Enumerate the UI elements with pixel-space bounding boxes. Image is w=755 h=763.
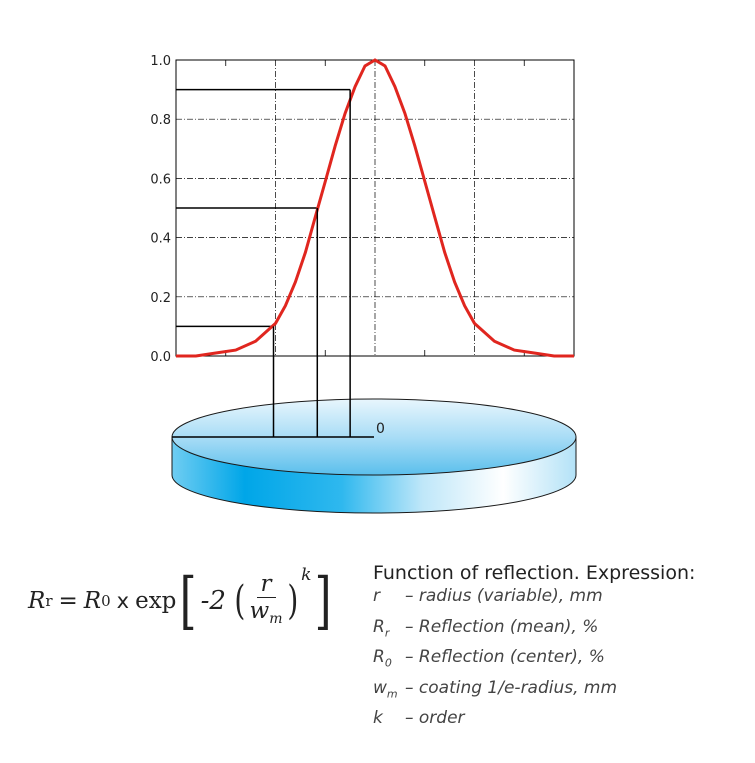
legend-symbol: k	[373, 708, 405, 730]
y-tick-label: 0.2	[150, 291, 171, 306]
reflection-profile-figure: 0.0 0.2 0.4 0.6 0.8 1.0 0	[150, 54, 577, 514]
reflection-curve	[176, 58, 574, 358]
legend-symbol-main: w	[373, 677, 387, 698]
formula-r0: R	[83, 588, 102, 614]
y-tick-label: 0.0	[150, 350, 171, 365]
formula-left-paren: (	[234, 578, 246, 624]
y-tick-label: 0.6	[150, 172, 171, 187]
legend-symbol-sub: m	[386, 686, 398, 700]
formula-power: k	[301, 565, 312, 585]
formula-den-sub: m	[269, 610, 283, 627]
legend-description: – Reflection (center), %	[405, 647, 605, 667]
legend-row: wm – coating 1/e-radius, mm	[373, 678, 743, 709]
formula-lhs-sub: r	[45, 592, 53, 610]
formula-denominator: wm	[250, 598, 283, 632]
legend-symbol-main: R	[373, 616, 385, 637]
legend-row: k – order	[373, 708, 743, 739]
mirror-disk: 0	[171, 398, 577, 514]
formula-left-bracket: [	[180, 564, 197, 637]
radius-drop-lines	[272, 89, 351, 437]
legend-symbol-sub: r	[384, 625, 390, 639]
formula-numerator: r	[256, 571, 276, 598]
legend-description: – coating 1/e-radius, mm	[405, 677, 618, 698]
legend-row: r – radius (variable), mm	[373, 586, 743, 617]
guide-lines	[176, 88, 351, 328]
plot-area: 0.0 0.2 0.4 0.6 0.8 1.0	[150, 54, 575, 365]
formula-r0-sub: 0	[101, 592, 111, 610]
y-axis-ticks: 0.0 0.2 0.4 0.6 0.8 1.0	[150, 54, 171, 365]
legend-symbol: wm	[373, 678, 405, 700]
formula-lhs: R	[28, 588, 46, 614]
legend-symbol: R0	[373, 647, 405, 669]
formula-exp: exp	[135, 588, 177, 614]
y-tick-label: 0.8	[150, 113, 171, 128]
formula-minus-two: -2	[200, 586, 226, 616]
center-label: 0	[376, 421, 385, 437]
formula-times: x	[116, 589, 130, 613]
legend-symbol: r	[373, 586, 405, 608]
legend-description: – Reflection (mean), %	[405, 616, 599, 637]
legend-symbol-main: k	[373, 708, 383, 728]
legend-symbol: Rr	[373, 617, 405, 639]
y-tick-label: 0.4	[150, 232, 171, 247]
formula-fraction: r wm	[250, 571, 283, 632]
y-tick-label: 1.0	[150, 54, 171, 69]
legend-row: Rr – Reflection (mean), %	[373, 617, 743, 648]
formula-den-symbol: w	[249, 597, 270, 624]
formula-right-bracket: ]	[315, 564, 333, 637]
legend-description: – order	[405, 708, 465, 728]
legend-symbol-main: R	[373, 647, 385, 667]
legend: Function of reflection. Expression: r – r…	[373, 562, 743, 739]
legend-title: Function of reflection. Expression:	[373, 562, 696, 584]
legend-row: R0– Reflection (center), %	[373, 647, 743, 678]
formula-right-paren: )	[286, 578, 298, 624]
legend-symbol-sub: 0	[384, 656, 392, 670]
legend-description: – radius (variable), mm	[405, 586, 603, 606]
legend-symbol-main: r	[373, 586, 380, 606]
formula-equals: =	[58, 588, 78, 614]
